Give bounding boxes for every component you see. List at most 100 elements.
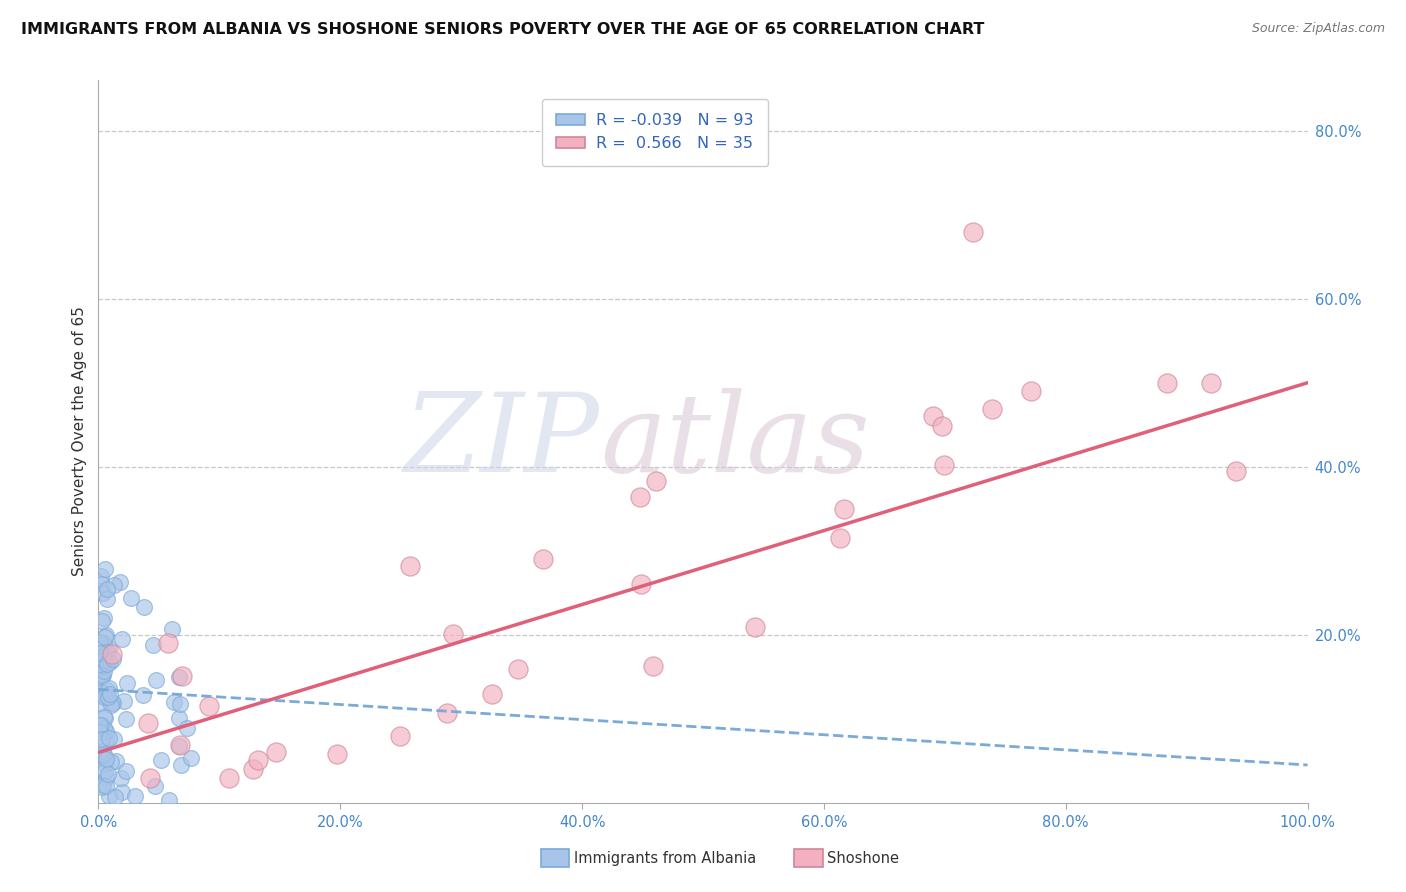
Text: ZIP: ZIP (405, 388, 600, 495)
Point (160, 623, 183, 637)
Point (111, 785, 134, 799)
Point (145, 673, 167, 688)
Point (1156, 376, 1178, 390)
Point (744, 620, 766, 634)
Text: IMMIGRANTS FROM ALBANIA VS SHOSHONE SENIORS POVERTY OVER THE AGE OF 65 CORRELATI: IMMIGRANTS FROM ALBANIA VS SHOSHONE SENI… (21, 22, 984, 37)
Point (90, 749, 112, 764)
Point (97, 767, 120, 781)
Point (103, 578, 125, 592)
Point (170, 758, 193, 772)
Point (112, 694, 135, 708)
Point (100, 698, 122, 713)
Point (264, 746, 287, 760)
Point (103, 652, 125, 666)
Point (142, 638, 165, 652)
Point (169, 739, 191, 753)
Point (100, 656, 122, 670)
Point (93, 709, 115, 723)
Point (105, 755, 128, 769)
Point (157, 793, 180, 807)
Text: atlas: atlas (600, 388, 870, 495)
Point (94, 628, 117, 642)
Point (981, 401, 1004, 416)
Point (94, 733, 117, 747)
Point (98, 640, 121, 655)
Point (169, 698, 191, 712)
Point (124, 789, 146, 803)
Point (326, 747, 349, 761)
Point (114, 713, 136, 727)
Point (934, 458, 956, 473)
Point (94, 562, 117, 576)
Point (132, 600, 155, 615)
Point (1225, 464, 1247, 478)
Point (167, 711, 190, 725)
Point (94, 756, 117, 771)
Point (91, 658, 114, 673)
Point (91, 744, 114, 758)
Point (93, 611, 115, 625)
Point (180, 750, 202, 764)
Point (132, 688, 155, 702)
Point (90, 718, 112, 732)
Point (110, 772, 132, 786)
Point (94, 771, 117, 785)
Point (91, 577, 114, 591)
Point (93, 653, 115, 667)
Point (832, 501, 855, 516)
Point (94, 779, 117, 793)
Point (630, 576, 652, 591)
Point (91, 687, 114, 701)
Point (97, 731, 120, 745)
Point (481, 687, 503, 701)
Point (94, 711, 117, 725)
Point (98, 789, 121, 804)
Point (91, 780, 114, 795)
Point (93, 637, 115, 651)
Point (101, 696, 124, 710)
Text: Source: ZipAtlas.com: Source: ZipAtlas.com (1251, 22, 1385, 36)
Point (108, 574, 131, 589)
Point (90, 685, 112, 699)
Point (89, 747, 111, 762)
Point (120, 591, 142, 605)
Point (506, 662, 529, 676)
Legend: R = -0.039   N = 93, R =  0.566   N = 35: R = -0.039 N = 93, R = 0.566 N = 35 (541, 99, 768, 166)
Point (436, 706, 458, 720)
Point (388, 729, 411, 743)
Point (157, 636, 180, 650)
Point (96, 645, 118, 659)
Point (247, 753, 270, 767)
Point (89, 725, 111, 739)
Point (93, 747, 115, 761)
Point (93, 664, 115, 678)
Point (96, 682, 118, 697)
Point (149, 753, 172, 767)
Point (96, 582, 118, 596)
Point (94, 752, 117, 766)
Point (111, 632, 134, 647)
Point (90, 658, 112, 673)
Point (139, 771, 162, 785)
Point (103, 731, 125, 746)
Text: Immigrants from Albania: Immigrants from Albania (574, 851, 756, 865)
Point (90, 615, 112, 629)
Point (169, 739, 191, 753)
Point (828, 531, 851, 545)
Point (645, 474, 668, 488)
Point (115, 764, 138, 779)
Text: Shoshone: Shoshone (827, 851, 898, 865)
Point (94, 724, 117, 739)
Point (93, 764, 115, 779)
Point (163, 695, 186, 709)
Y-axis label: Seniors Poverty Over the Age of 65: Seniors Poverty Over the Age of 65 (72, 307, 87, 576)
Point (90, 671, 112, 685)
Point (1021, 384, 1043, 398)
Point (97, 681, 120, 695)
Point (91, 586, 114, 600)
Point (97, 690, 120, 705)
Point (143, 779, 166, 793)
Point (89, 646, 111, 660)
Point (93, 630, 115, 644)
Point (1199, 376, 1222, 390)
